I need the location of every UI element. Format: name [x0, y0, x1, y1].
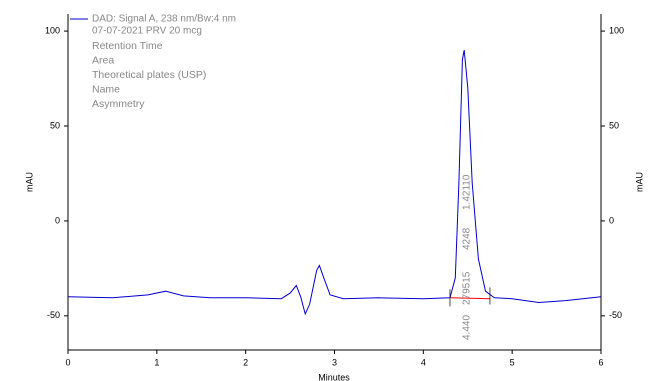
- y-tick-label: 100: [45, 25, 60, 35]
- y2-axis-label: mAU: [634, 172, 644, 192]
- legend-label: Theoretical plates (USP): [92, 69, 206, 81]
- legend-title: DAD: Signal A, 238 nm/Bw:4 nm: [92, 14, 236, 25]
- x-tick-label: 3: [332, 357, 337, 367]
- legend-label: Name: [92, 83, 120, 95]
- x-tick-label: 4: [421, 357, 426, 367]
- y2-tick-label: 100: [609, 25, 624, 35]
- y-tick-label: 50: [50, 120, 60, 130]
- y2-tick-label: 50: [609, 120, 619, 130]
- x-axis-label: Minutes: [318, 372, 350, 381]
- x-tick-label: 1: [154, 357, 159, 367]
- y2-tick-label: 0: [609, 215, 614, 225]
- x-tick-label: 0: [65, 357, 70, 367]
- y-tick-label: -50: [47, 310, 60, 320]
- peak-annotation: 4248: [462, 227, 473, 250]
- y-tick-label: 0: [55, 215, 60, 225]
- x-tick-label: 2: [243, 357, 248, 367]
- legend-label: Retention Time: [92, 40, 163, 52]
- x-tick-label: 6: [598, 357, 603, 367]
- x-tick-label: 5: [510, 357, 515, 367]
- y2-tick-label: -50: [609, 310, 622, 320]
- y-axis-label: mAU: [24, 172, 34, 192]
- peak-annotation: 1.42110: [462, 174, 473, 210]
- legend-label: Asymmetry: [92, 98, 145, 110]
- legend-subtitle: 07-07-2021 PRV 20 mcg: [92, 26, 202, 37]
- baseline-line: [449, 297, 491, 300]
- legend-label: Area: [92, 54, 114, 66]
- signal-line: [67, 50, 602, 316]
- peak-annotation: 4.440: [462, 315, 473, 340]
- peak-annotation: 279515: [462, 271, 473, 305]
